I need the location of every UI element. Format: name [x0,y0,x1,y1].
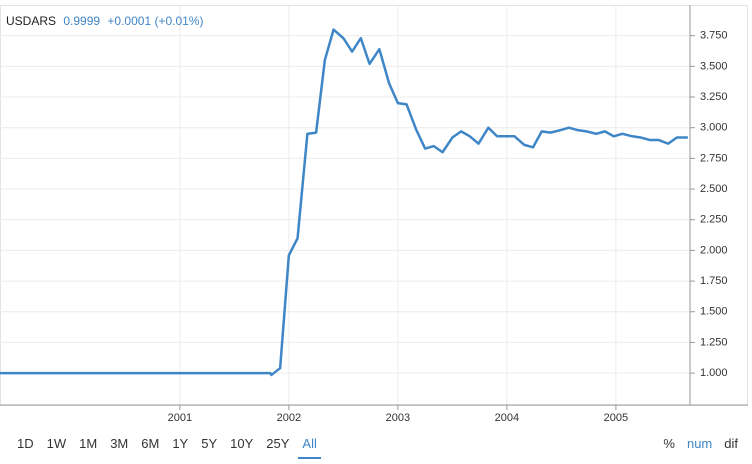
mode-button[interactable]: % [663,436,675,451]
plot-frame [0,5,748,406]
price-line [0,28,688,377]
y-tick-label: 2.250 [700,214,728,226]
range-button[interactable]: 3M [110,436,129,451]
y-tick-label: 1.250 [700,336,728,348]
range-button[interactable]: 1Y [172,436,189,451]
x-tick-label: 2001 [168,412,192,424]
x-tick-label: 2004 [495,412,519,424]
y-tick-label: 1.750 [700,275,728,287]
y-tick-label: 2.000 [700,244,728,256]
range-button[interactable]: 25Y [266,436,290,451]
change: +0.0001 (+0.01%) [107,14,204,28]
y-tick-label: 3.500 [700,60,728,72]
y-tick-label: 3.250 [700,91,728,103]
range-button[interactable]: All [298,434,321,459]
mode-button[interactable]: num [686,436,713,451]
mode-button[interactable]: dif [724,436,738,451]
symbol: USDARS [6,14,57,28]
x-tick-label: 2003 [386,412,410,424]
y-tick-label: 3.750 [700,30,728,42]
y-tick-label: 2.500 [700,183,728,195]
x-tick-label: 2002 [277,412,301,424]
range-button[interactable]: 1D [17,436,34,451]
range-button[interactable]: 1W [46,436,67,451]
y-tick-label: 1.500 [700,306,728,318]
range-button[interactable]: 5Y [201,436,218,451]
quote-header: USDARS 0.9999 +0.0001 (+0.01%) [6,14,203,28]
range-button[interactable]: 1M [79,436,98,451]
range-button[interactable]: 6M [141,436,160,451]
mode-bar: % num dif [651,434,738,457]
y-tick-label: 1.000 [700,367,728,379]
price: 0.9999 [63,14,101,28]
y-tick-label: 2.750 [700,152,728,164]
x-tick-label: 2005 [604,412,628,424]
range-button[interactable]: 10Y [230,436,254,451]
y-tick-label: 3.000 [700,122,728,134]
range-bar: 1D 1W 1M 3M 6M 1Y 5Y 10Y 25Y All [17,434,334,459]
